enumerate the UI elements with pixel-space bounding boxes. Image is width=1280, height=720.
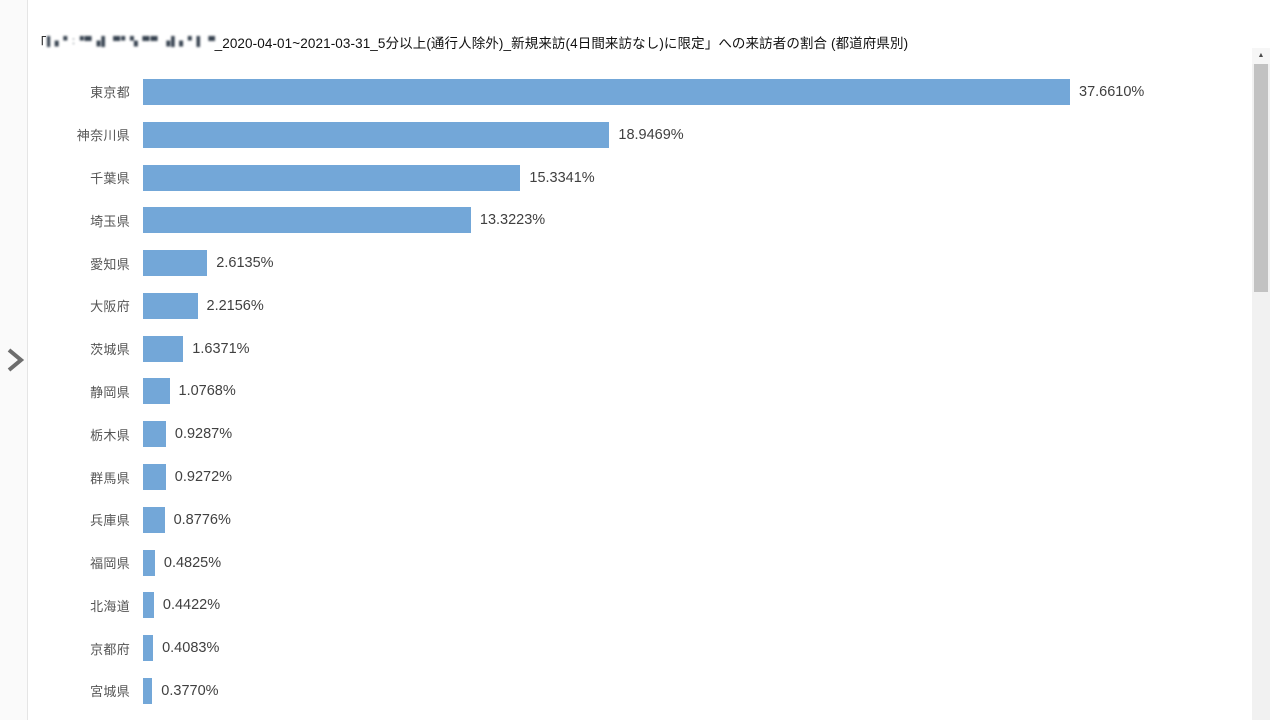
- scrollbar-thumb[interactable]: [1254, 64, 1268, 292]
- value-label: 13.3223%: [479, 212, 546, 229]
- bar-row: 愛知県 2.6135%: [29, 242, 1260, 285]
- category-label: 千葉県: [90, 171, 130, 187]
- expand-panel-button[interactable]: [3, 345, 27, 377]
- bar-row: 埼玉県 13.3223%: [29, 199, 1260, 242]
- category-label: 大阪府: [90, 299, 130, 315]
- value-label: 0.4422%: [162, 597, 221, 614]
- bar[interactable]: [143, 506, 165, 533]
- category-label: 茨城県: [90, 342, 130, 358]
- value-label: 0.9287%: [174, 426, 233, 443]
- value-label: 0.8776%: [173, 511, 231, 528]
- category-label: 宮城県: [90, 684, 130, 700]
- bar-chart: 東京都 37.6610% 神奈川県 18.9469% 千葉県 15.3341% 埼玉県 13.…: [29, 71, 1260, 713]
- bar-row: 神奈川県 18.9469%: [29, 113, 1260, 156]
- category-label: 愛知県: [90, 256, 130, 272]
- bar-row: 北海道 0.4422%: [29, 584, 1260, 627]
- bar[interactable]: [143, 292, 198, 319]
- bar-row: 東京都 37.6610%: [29, 71, 1260, 114]
- bar-row: 群馬県 0.9272%: [29, 456, 1260, 499]
- up-arrow-icon: ▲: [1257, 52, 1265, 59]
- value-label: 1.6371%: [192, 340, 250, 357]
- category-label: 北海道: [90, 598, 130, 614]
- category-label: 東京都: [90, 85, 130, 101]
- bar[interactable]: [143, 378, 170, 405]
- bar[interactable]: [143, 335, 184, 362]
- value-label: 1.0768%: [178, 383, 236, 400]
- bar[interactable]: [143, 250, 208, 277]
- value-label: 0.9272%: [174, 469, 233, 486]
- bar[interactable]: [143, 464, 166, 491]
- chevron-right-icon: [7, 348, 25, 372]
- category-label: 静岡県: [90, 384, 130, 400]
- value-label: 37.6610%: [1079, 83, 1145, 100]
- category-label: 神奈川県: [76, 128, 130, 144]
- category-label: 京都府: [90, 641, 130, 657]
- bar[interactable]: [143, 635, 154, 662]
- chart-panel: 「▌▖▘:▝▀▗▌ ▀▘▚ ▀▀ ▗▌▖▘▌ ▀▘ ▐▌_2020-04-01~…: [29, 0, 1260, 720]
- value-label: 0.4825%: [163, 554, 222, 571]
- bar[interactable]: [143, 164, 521, 191]
- category-label: 埼玉県: [90, 213, 130, 229]
- category-label: 兵庫県: [90, 513, 130, 529]
- bar-row: 兵庫県 0.8776%: [29, 498, 1260, 541]
- masked-store-name: ▌▖▘:▝▀▗▌ ▀▘▚ ▀▀ ▗▌▖▘▌ ▀▘ ▐▌: [46, 36, 215, 47]
- category-label: 栃木県: [90, 427, 130, 443]
- value-label: 0.4083%: [162, 640, 220, 657]
- bar[interactable]: [143, 207, 471, 234]
- scroll-up-button[interactable]: ▲: [1252, 48, 1270, 64]
- bar-row: 千葉県 15.3341%: [29, 156, 1260, 199]
- bar-row: 静岡県 1.0768%: [29, 370, 1260, 413]
- value-label: 2.6135%: [216, 255, 274, 272]
- bar[interactable]: [143, 78, 1070, 105]
- bar[interactable]: [143, 121, 610, 148]
- bar[interactable]: [143, 592, 154, 619]
- title-text: _2020-04-01~2021-03-31_5分以上(通行人除外)_新規来訪(…: [214, 36, 909, 51]
- vertical-scrollbar[interactable]: ▲: [1252, 48, 1270, 720]
- value-label: 15.3341%: [529, 169, 595, 186]
- value-label: 18.9469%: [618, 126, 684, 143]
- category-label: 福岡県: [90, 556, 130, 572]
- bar[interactable]: [143, 549, 155, 576]
- bar-row: 大阪府 2.2156%: [29, 285, 1260, 328]
- bar-row: 茨城県 1.6371%: [29, 327, 1260, 370]
- bar-row: 宮城県 0.3770%: [29, 670, 1260, 713]
- bar-row: 京都府 0.4083%: [29, 627, 1260, 670]
- bar[interactable]: [143, 421, 166, 448]
- bar[interactable]: [143, 677, 153, 704]
- page-title: 「▌▖▘:▝▀▗▌ ▀▘▚ ▀▀ ▗▌▖▘▌ ▀▘ ▐▌_2020-04-01~…: [33, 32, 908, 52]
- value-label: 2.2156%: [206, 297, 264, 314]
- collapsed-side-panel: [0, 0, 28, 720]
- category-label: 群馬県: [90, 470, 130, 486]
- bar-row: 栃木県 0.9287%: [29, 413, 1260, 456]
- bar-row: 福岡県 0.4825%: [29, 541, 1260, 584]
- value-label: 0.3770%: [161, 682, 219, 699]
- title-prefix: 「: [33, 36, 47, 51]
